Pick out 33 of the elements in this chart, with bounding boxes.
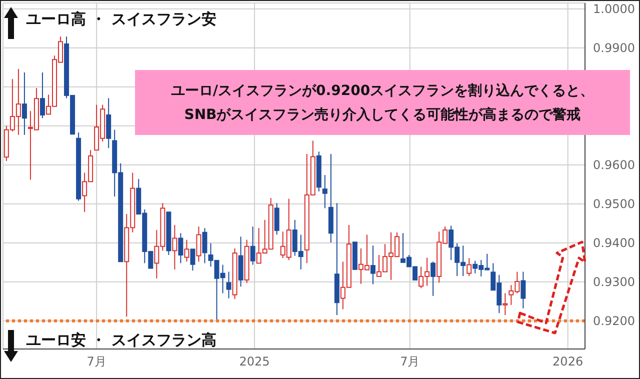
- candlestick: [370, 245, 376, 285]
- annotation: ユーロ安 ・ スイスフラン高: [26, 331, 216, 350]
- y-tick-label: 0.9900: [593, 41, 635, 56]
- x-tick-label: 7月: [86, 354, 106, 369]
- candlestick: [106, 98, 112, 149]
- x-tick-label: 2025: [239, 354, 270, 369]
- candlestick: [196, 226, 202, 262]
- y-tick-label: 1.0000: [593, 2, 635, 16]
- y-tick-label: 0.9300: [593, 275, 635, 290]
- x-tick-label: 7月: [400, 354, 420, 369]
- candlestick: [190, 248, 196, 272]
- candlestick: [178, 232, 184, 264]
- x-tick-label: 2026: [552, 354, 584, 369]
- note-box: ユーロ/スイスフランが0.9200スイスフランを割り込んでくると、 SNBがスイスフラン売り介入してくる可能性が高まるので警戒: [135, 70, 630, 135]
- candlestick: [22, 72, 27, 136]
- candlestick: [322, 174, 328, 209]
- y-tick-label: 0.9500: [593, 197, 635, 212]
- candlestick: [250, 226, 256, 266]
- candlestick: [466, 258, 472, 277]
- candlestick: [274, 202, 280, 236]
- candlestick: [202, 228, 208, 264]
- candlestick: [430, 261, 436, 296]
- y-tick-label: 0.9200: [593, 314, 635, 328]
- candlestick: [40, 72, 45, 119]
- y-tick-label: 0.9600: [593, 158, 635, 172]
- y-tick-label: 0.9400: [593, 236, 635, 250]
- candlestick: [502, 292, 508, 316]
- candlestick: [226, 271, 232, 299]
- candlestick: [184, 239, 190, 262]
- candlestick: [172, 224, 178, 270]
- annotation: ユーロ/スイスフランが0.9200スイスフランを割り込んでくると、 SNBがスイスフラン売り介入してくる可能性が高まるので警戒: [170, 82, 594, 124]
- annotation: ユーロ高 ・ スイスフラン安: [26, 10, 216, 29]
- candlestick: [520, 271, 526, 309]
